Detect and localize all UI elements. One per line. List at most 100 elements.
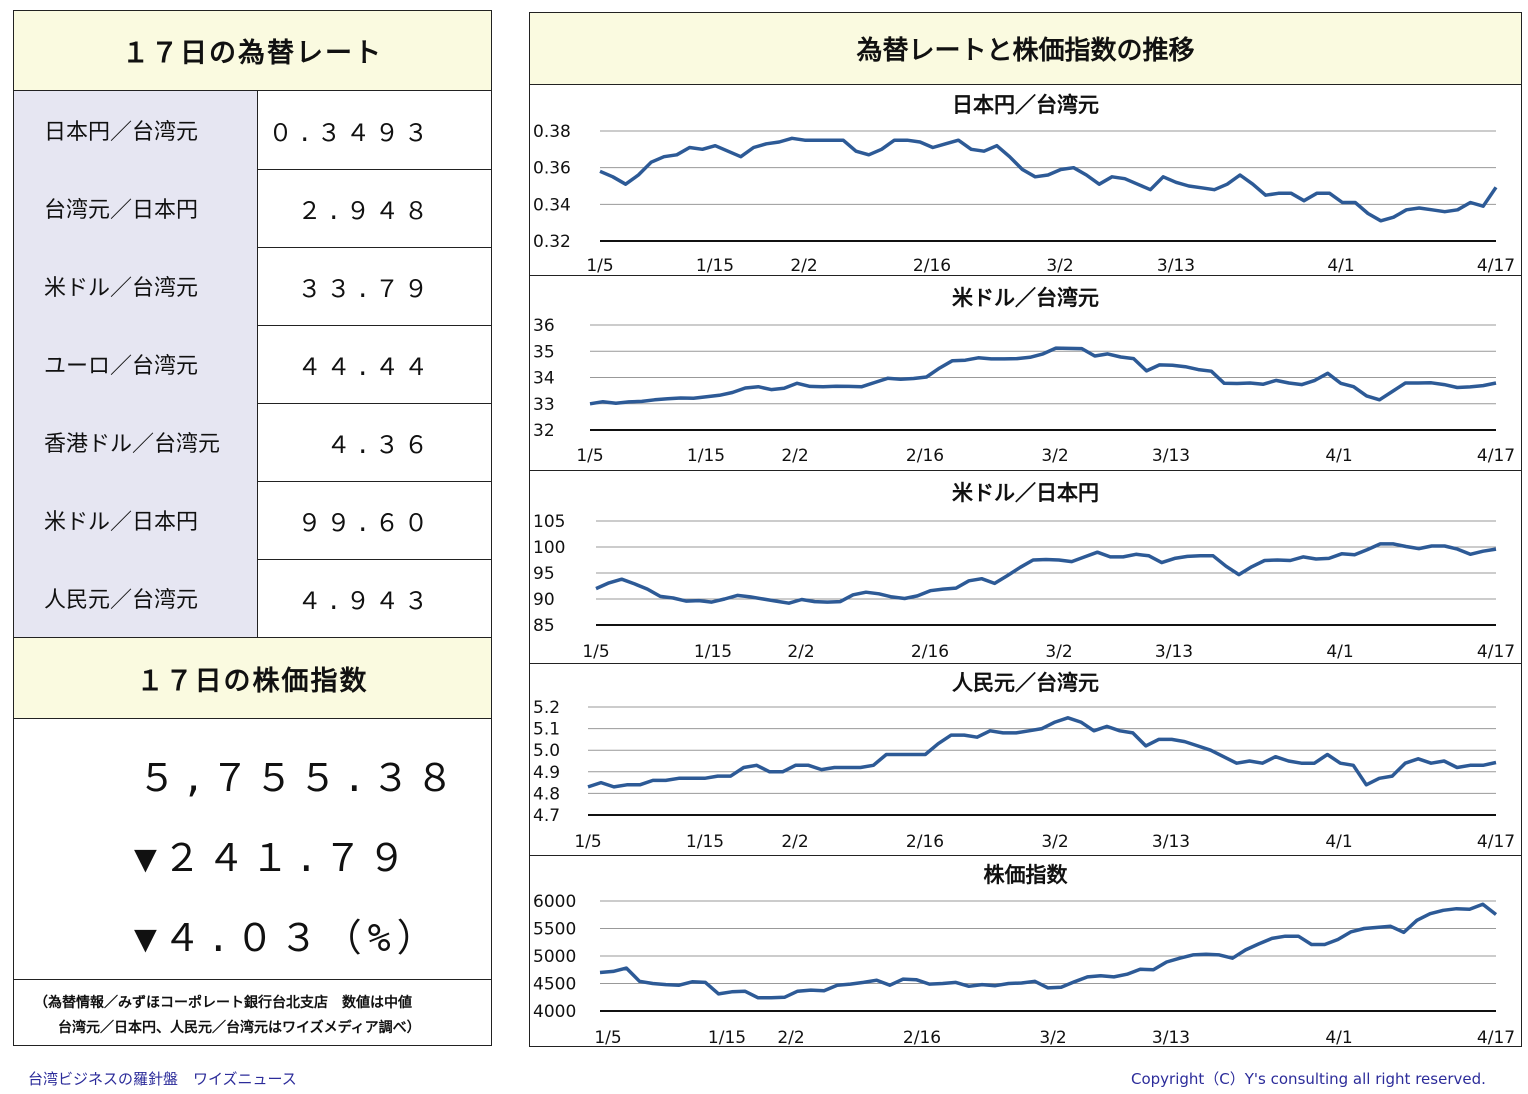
- charts-header: 為替レートと株価指数の推移: [530, 13, 1521, 85]
- y-tick-label: 0.32: [533, 232, 571, 252]
- x-tick-label: 4/1: [1325, 832, 1352, 852]
- y-tick-label: 90: [533, 590, 555, 610]
- rate-value: ０.３４９３: [268, 118, 433, 147]
- y-tick-label: 5000: [533, 947, 576, 967]
- stock-header: １７日の株価指数: [14, 638, 491, 719]
- source-note-line1: （為替情報／みずほコーポレート銀行台北支店 数値は中値: [34, 995, 412, 1011]
- x-tick-label: 2/2: [790, 256, 817, 275]
- chart-title: 株価指数: [983, 863, 1068, 887]
- y-tick-label: 32: [533, 421, 555, 441]
- x-tick-label: 3/2: [1041, 446, 1068, 466]
- x-tick-label: 4/17: [1477, 832, 1515, 852]
- y-tick-label: 5.2: [533, 698, 560, 718]
- chart-jpy-twd: 日本円／台湾元 0.38 0.36 0.34 0.32 1/5 1/15 2/2 2/16 3/…: [530, 85, 1521, 276]
- y-tick-label: 4.7: [533, 806, 560, 826]
- x-tick-label: 1/15: [687, 446, 725, 466]
- x-tick-label: 4/1: [1325, 1028, 1352, 1046]
- rate-label: 台湾元／日本円: [14, 169, 258, 247]
- y-tick-label: 85: [533, 616, 555, 636]
- chart-usd-jpy: 米ドル／日本円 105 100 95 90 85 1/5 1/15 2/2 2/16 3/2 3/1…: [530, 471, 1521, 664]
- y-tick-label: 100: [533, 538, 565, 558]
- x-tick-label: 4/1: [1326, 642, 1353, 662]
- chart-title: 日本円／台湾元: [952, 93, 1099, 117]
- rate-value: ４４.４４: [297, 352, 433, 381]
- rate-value: ３３.７９: [297, 274, 433, 303]
- rate-row: 日本円／台湾元 ０.３４９３: [14, 91, 491, 170]
- footer-brand: 台湾ビジネスの羅針盤 ワイズニュース: [28, 1070, 297, 1088]
- x-tick-label: 2/16: [911, 642, 949, 662]
- x-tick-label: 3/2: [1041, 832, 1068, 852]
- y-tick-label: 35: [533, 342, 555, 362]
- chart-stock-index-svg: 6000 5500 5000 4500 4000 1/5 1/15 2/2 2/16 3/2 3/1…: [533, 892, 1515, 1048]
- rate-value: ４.９４３: [297, 586, 433, 615]
- x-tick-label: 3/13: [1152, 446, 1190, 466]
- x-tick-label: 2/16: [903, 1028, 941, 1046]
- chart-usd-jpy-svg: 105 100 95 90 85 1/5 1/15 2/2 2/16 3/2 3/13 4/1 4/17: [533, 512, 1515, 662]
- y-tick-label: 5.1: [533, 720, 560, 740]
- x-tick-label: 2/2: [781, 832, 808, 852]
- rates-header: １７日の為替レート: [14, 11, 491, 91]
- chart-jpy-twd-svg: 0.38 0.36 0.34 0.32 1/5 1/15 2/2 2/16 3/2 3/13 4/1…: [533, 122, 1515, 276]
- x-tick-label: 4/17: [1477, 1028, 1515, 1046]
- chart-title: 米ドル／台湾元: [952, 286, 1099, 310]
- x-tick-label: 4/17: [1477, 642, 1515, 662]
- y-tick-label: 105: [533, 512, 565, 532]
- x-tick-label: 2/16: [913, 256, 951, 275]
- y-tick-label: 0.34: [533, 195, 571, 215]
- x-tick-label: 2/16: [906, 832, 944, 852]
- source-note: （為替情報／みずほコーポレート銀行台北支店 数値は中値 台湾元／日本円、人民元／…: [14, 979, 491, 1046]
- series-line: [589, 346, 1497, 406]
- x-tick-label: 3/13: [1157, 256, 1195, 275]
- x-tick-label: 2/2: [787, 642, 814, 662]
- chart-stock-index: 株価指数 6000 5500 5000 4500 4000 1/5 1/15 2/2 2/16 3…: [530, 856, 1521, 1048]
- rate-value: ４.３６: [326, 430, 433, 459]
- rate-row: 香港ドル／台湾元 ４.３６: [14, 403, 491, 482]
- x-tick-label: 4/1: [1327, 256, 1354, 275]
- y-tick-label: 4.9: [533, 763, 560, 783]
- rate-value: ９９.６０: [297, 508, 433, 537]
- stock-index-value: ５,７５５.３８: [138, 756, 460, 800]
- chart-cny-twd-svg: 5.25.15.04.94.84.7 1/5 1/15 2/2 2/16 3/2 3/13 4…: [533, 698, 1515, 852]
- y-tick-label: 6000: [533, 892, 576, 912]
- stock-change-value: ▼２４１.７９: [134, 836, 412, 880]
- y-tick-label: 34: [533, 369, 555, 389]
- chart-usd-twd-svg: 36 35 34 33 32 1/5 1/15 2/2 2/16 3/2 3/13 4/1 4/17: [533, 316, 1515, 466]
- x-tick-label: 1/5: [576, 446, 603, 466]
- x-tick-label: 4/17: [1477, 256, 1515, 275]
- y-tick-label: 95: [533, 564, 555, 584]
- series-line: [599, 136, 1498, 223]
- y-tick-label: 4500: [533, 975, 576, 995]
- x-tick-label: 3/13: [1152, 1028, 1190, 1046]
- rate-row: 人民元／台湾元 ４.９４３: [14, 559, 491, 638]
- rate-row: ユーロ／台湾元 ４４.４４: [14, 325, 491, 404]
- x-tick-label: 1/5: [594, 1028, 621, 1046]
- x-tick-label: 3/2: [1045, 642, 1072, 662]
- x-tick-label: 1/15: [696, 256, 734, 275]
- x-tick-label: 4/1: [1325, 446, 1352, 466]
- x-tick-label: 1/5: [574, 832, 601, 852]
- series-line: [587, 716, 1497, 789]
- series-line: [599, 902, 1498, 1000]
- rate-label: ユーロ／台湾元: [14, 325, 258, 403]
- y-tick-label: 0.38: [533, 122, 571, 142]
- x-tick-label: 1/15: [686, 832, 724, 852]
- x-tick-label: 4/17: [1477, 446, 1515, 466]
- charts-panel: 為替レートと株価指数の推移 日本円／台湾元 0.38 0.36 0.34 0.32 1/…: [529, 12, 1522, 1048]
- y-tick-label: 5.0: [533, 741, 560, 761]
- rate-label: 米ドル／台湾元: [14, 247, 258, 325]
- y-tick-label: 0.36: [533, 159, 571, 179]
- rate-label: 人民元／台湾元: [14, 559, 258, 637]
- footer-copyright: Copyright（C）Y's consulting all right res…: [1131, 1070, 1486, 1088]
- rate-label: 米ドル／日本円: [14, 481, 258, 559]
- x-tick-label: 1/5: [586, 256, 613, 275]
- rate-row: 台湾元／日本円 ２.９４８: [14, 169, 491, 248]
- x-tick-label: 1/15: [708, 1028, 746, 1046]
- y-tick-label: 4000: [533, 1002, 576, 1022]
- x-tick-label: 2/16: [906, 446, 944, 466]
- source-note-line2: 台湾元／日本円、人民元／台湾元はワイズメディア調べ）: [58, 1020, 421, 1036]
- rate-label: 香港ドル／台湾元: [14, 403, 258, 481]
- exchange-rate-panel: １７日の為替レート 日本円／台湾元 ０.３４９３ 台湾元／日本円 ２.９４８ 米…: [13, 10, 492, 1046]
- rate-value: ２.９４８: [297, 196, 433, 225]
- y-tick-label: 36: [533, 316, 555, 336]
- rate-label: 日本円／台湾元: [14, 91, 258, 169]
